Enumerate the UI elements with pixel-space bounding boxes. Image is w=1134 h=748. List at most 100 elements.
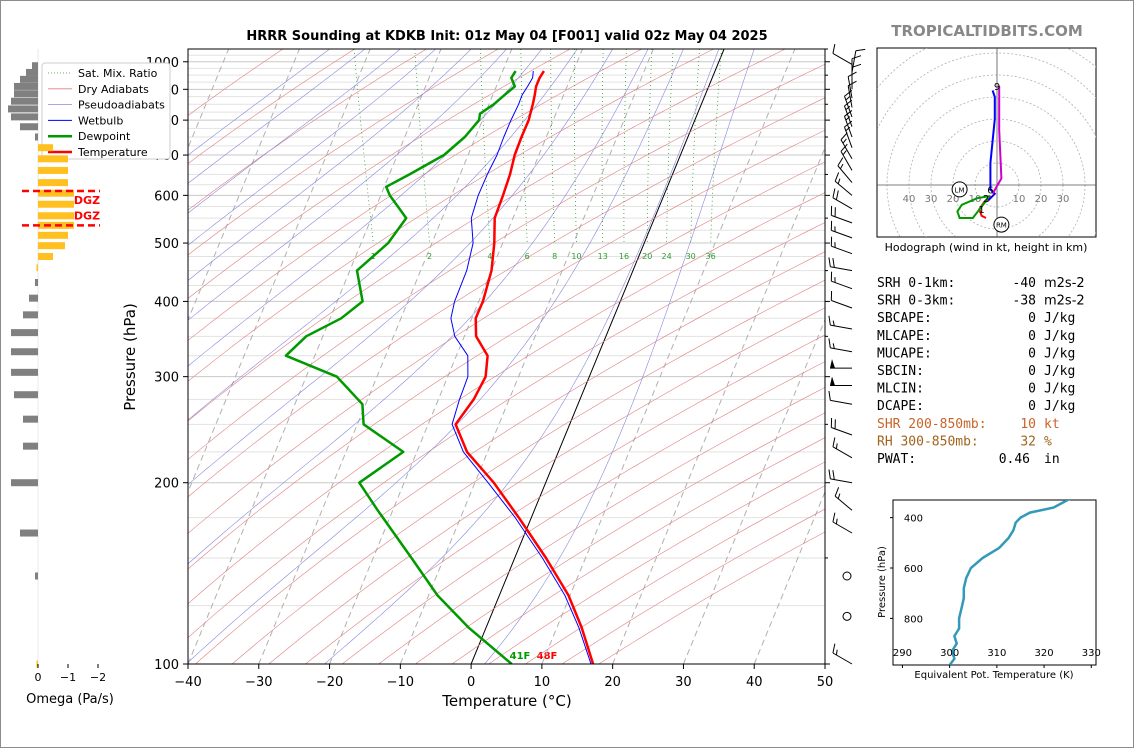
wind-barb-flag: [834, 172, 840, 182]
wind-barb-half-flag: [835, 649, 838, 656]
wind-barb-flag: [830, 205, 833, 216]
isotherm-line: [188, 49, 442, 664]
omega-bar: [14, 90, 38, 98]
index-row: SHR 200-850mb: 10 kt: [877, 417, 1060, 432]
dry-adiabat-line: [188, 49, 714, 382]
wind-barb-flag: [832, 470, 835, 480]
wind-barb-staff: [830, 347, 853, 353]
wind-barb-flag: [830, 271, 833, 282]
wind-barb: [832, 188, 853, 210]
hodograph-ring-label: 20: [1035, 194, 1048, 205]
index-row: MLCAPE: 0 J/kg: [877, 329, 1075, 344]
wind-barb-flag: [834, 487, 840, 497]
index-unit: J/kg: [1044, 364, 1075, 379]
thetae-frame: [892, 499, 1097, 666]
wind-barb-half-flag: [845, 96, 851, 101]
hodograph-trace: [956, 195, 991, 219]
dgz-label: DGZ: [74, 209, 100, 222]
wind-barb: [832, 512, 853, 534]
isotherm-line: [0, 49, 16, 664]
hodograph-ring-label: 30: [1057, 194, 1070, 205]
dry-adiabat-line: [188, 49, 786, 422]
pseudoadiabat-line: [188, 49, 613, 486]
wind-barb-pennant: [830, 376, 835, 386]
series-dewpoint-line: [284, 70, 517, 664]
pseudoadiabat-line: [188, 49, 543, 367]
pseudoadiabat-line: [188, 49, 507, 321]
wind-barb-flag: [828, 469, 831, 479]
wind-barb-staff: [844, 126, 853, 148]
hodograph-ring-label: 20: [947, 194, 960, 205]
omega-bar: [23, 442, 38, 450]
thetae-x-label: Equivalent Pot. Temperature (K): [914, 670, 1073, 681]
dry-adiabat-line: [188, 63, 825, 460]
dry-adiabat-line: [188, 49, 427, 211]
omega-bar: [38, 179, 68, 187]
omega-tick-label: −1: [60, 671, 76, 684]
index-value: 10: [1020, 417, 1036, 432]
index-unit: in: [1044, 452, 1060, 467]
wind-barb-flag: [830, 236, 833, 247]
index-row: RH 300-850mb: 32%: [877, 434, 1052, 449]
hodograph-storm-motion-marker: [993, 216, 1010, 233]
legend-label: Sat. Mix. Ratio: [78, 67, 158, 80]
wind-barb-staff: [831, 280, 853, 290]
index-row: MUCAPE: 0 J/kg: [877, 346, 1075, 361]
wind-barb-flag: [832, 44, 836, 54]
x-tick-label: −20: [316, 675, 343, 690]
y-axis-label: Pressure (hPa): [121, 303, 139, 411]
wind-barb-flag: [828, 315, 831, 326]
legend-label: Wetbulb: [78, 114, 123, 127]
wind-barb-flag: [851, 55, 862, 60]
brand-watermark: TROPICALTIDBITS.COM: [891, 22, 1083, 40]
isotherm-line: [470, 49, 725, 664]
index-label: MLCAPE:: [877, 329, 932, 344]
isotherm-line: [329, 49, 583, 664]
wind-barb-staff: [831, 427, 853, 436]
index-label: SBCAPE:: [877, 311, 932, 326]
index-label: MLCIN:: [877, 382, 924, 397]
wind-barb-staff: [847, 85, 853, 108]
wind-barb-half-flag: [845, 116, 851, 121]
pseudoadiabat-line: [188, 49, 366, 184]
hodograph-ring-label: 40: [903, 194, 916, 205]
x-axis-label: Temperature (°C): [441, 692, 571, 710]
wind-barb-staff: [832, 52, 853, 65]
wind-barb-staff: [834, 495, 853, 511]
wind-barb-half-flag: [835, 518, 838, 525]
index-row: DCAPE: 0 J/kg: [877, 399, 1075, 414]
hodograph-trace: [987, 90, 997, 202]
dry-adiabat-line: [415, 412, 825, 664]
omega-bar: [38, 166, 68, 174]
omega-bar: [11, 97, 38, 105]
wind-barb-flag: [828, 390, 831, 401]
pseudoadiabat-line: [484, 49, 755, 664]
index-value: 0: [1028, 329, 1036, 344]
mixing-ratio-label: 10: [571, 252, 581, 261]
omega-bar: [29, 294, 38, 302]
wind-barb: [832, 643, 853, 665]
wind-barb-flag: [835, 190, 839, 200]
hodograph-ring-label: 30: [925, 194, 938, 205]
wind-barb-staff: [831, 300, 853, 309]
omega-bar: [11, 479, 38, 487]
wind-barb-staff: [831, 229, 853, 239]
mixing-ratio-label: 36: [706, 252, 716, 261]
wind-barb: [830, 359, 852, 369]
wind-barb-half-flag: [835, 443, 838, 449]
index-unit: J/kg: [1044, 311, 1075, 326]
wind-barb-staff: [830, 399, 853, 405]
mixing-ratio-line: [710, 49, 722, 244]
hodograph-height-label: 9: [994, 82, 1000, 93]
wind-barb-half-flag: [834, 242, 836, 248]
index-unit: m2s-2: [1044, 294, 1085, 309]
index-row: PWAT: 0.46 in: [877, 452, 1060, 467]
x-tick-label: 0: [467, 675, 475, 690]
thetae-x-tick-label: 320: [1035, 648, 1054, 659]
pseudoadiabat-line: [188, 49, 436, 246]
hodograph-storm-motion-marker: [951, 181, 968, 198]
dry-adiabat-line: [188, 97, 825, 498]
x-tick-label: 30: [675, 675, 692, 690]
wind-barb-flag: [830, 290, 833, 301]
omega-bar: [11, 368, 38, 376]
